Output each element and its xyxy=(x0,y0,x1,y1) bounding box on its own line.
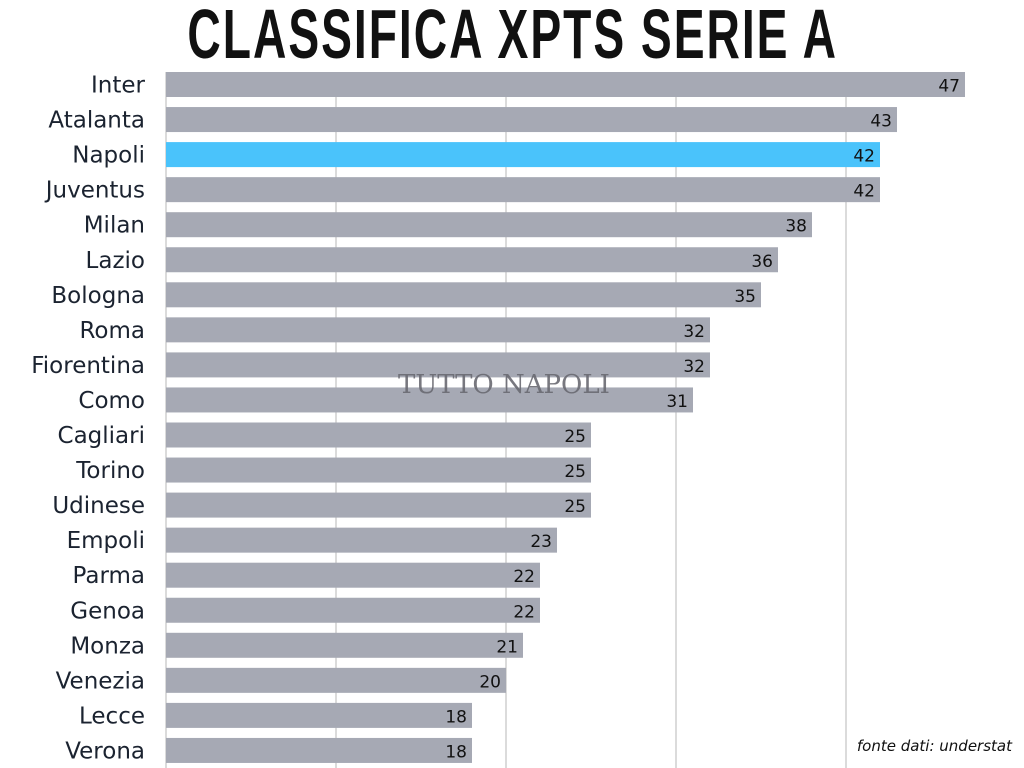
category-label: Torino xyxy=(75,458,145,484)
watermark: TUTTO NAPOLI xyxy=(398,370,610,400)
bar-napoli xyxy=(166,142,880,168)
category-label: Genoa xyxy=(70,598,145,624)
value-label: 25 xyxy=(564,462,586,482)
value-label: 23 xyxy=(530,532,552,552)
category-label: Bologna xyxy=(51,283,145,309)
value-label: 36 xyxy=(751,252,773,272)
category-label: Parma xyxy=(73,563,145,589)
value-label: 25 xyxy=(564,427,586,447)
bar-bologna xyxy=(166,282,761,308)
value-label: 20 xyxy=(479,672,501,692)
category-label: Fiorentina xyxy=(31,353,145,379)
category-label: Venezia xyxy=(56,668,145,694)
bar-milan xyxy=(166,212,812,238)
value-label: 42 xyxy=(853,147,875,167)
category-label: Verona xyxy=(65,738,145,764)
value-label: 22 xyxy=(513,567,535,587)
category-label: Lazio xyxy=(86,248,145,274)
value-label: 47 xyxy=(938,77,960,97)
bar-udinese xyxy=(166,492,591,518)
value-label: 38 xyxy=(785,217,807,237)
category-label: Milan xyxy=(84,213,145,239)
value-label: 32 xyxy=(683,357,705,377)
value-label: 32 xyxy=(683,322,705,342)
bar-verona xyxy=(166,737,472,763)
category-label: Atalanta xyxy=(48,108,145,134)
value-label: 22 xyxy=(513,602,535,622)
bar-cagliari xyxy=(166,422,591,448)
category-label: Napoli xyxy=(72,143,145,169)
category-label: Monza xyxy=(70,633,145,659)
value-label: 31 xyxy=(666,392,688,412)
bar-venezia xyxy=(166,667,506,693)
category-label: Lecce xyxy=(79,703,145,729)
chart-title: CLASSIFICA XPTS SERIE A xyxy=(187,0,838,73)
category-label: Roma xyxy=(79,318,145,344)
category-label: Cagliari xyxy=(58,423,145,449)
value-label: 42 xyxy=(853,182,875,202)
value-label: 43 xyxy=(870,112,892,132)
bar-como xyxy=(166,387,693,413)
category-label: Inter xyxy=(91,73,146,99)
value-label: 35 xyxy=(734,287,756,307)
bar-fiorentina xyxy=(166,352,710,378)
source-note: fonte dati: understat xyxy=(856,737,1012,755)
bar-juventus xyxy=(166,177,880,203)
value-label: 18 xyxy=(445,707,467,727)
value-label: 21 xyxy=(496,637,518,657)
bar-inter xyxy=(166,72,965,97)
bar-atalanta xyxy=(166,107,897,133)
category-label: Empoli xyxy=(67,528,145,554)
bar-empoli xyxy=(166,527,557,553)
bar-parma xyxy=(166,562,540,588)
category-label: Juventus xyxy=(44,178,145,204)
value-label: 18 xyxy=(445,742,467,762)
category-label: Udinese xyxy=(52,493,145,519)
bar-torino xyxy=(166,457,591,483)
bar-monza xyxy=(166,632,523,658)
value-label: 25 xyxy=(564,497,586,517)
bar-lecce xyxy=(166,702,472,728)
bar-lazio xyxy=(166,247,778,273)
category-label: Como xyxy=(78,388,145,414)
bar-roma xyxy=(166,317,710,343)
bar-genoa xyxy=(166,597,540,623)
